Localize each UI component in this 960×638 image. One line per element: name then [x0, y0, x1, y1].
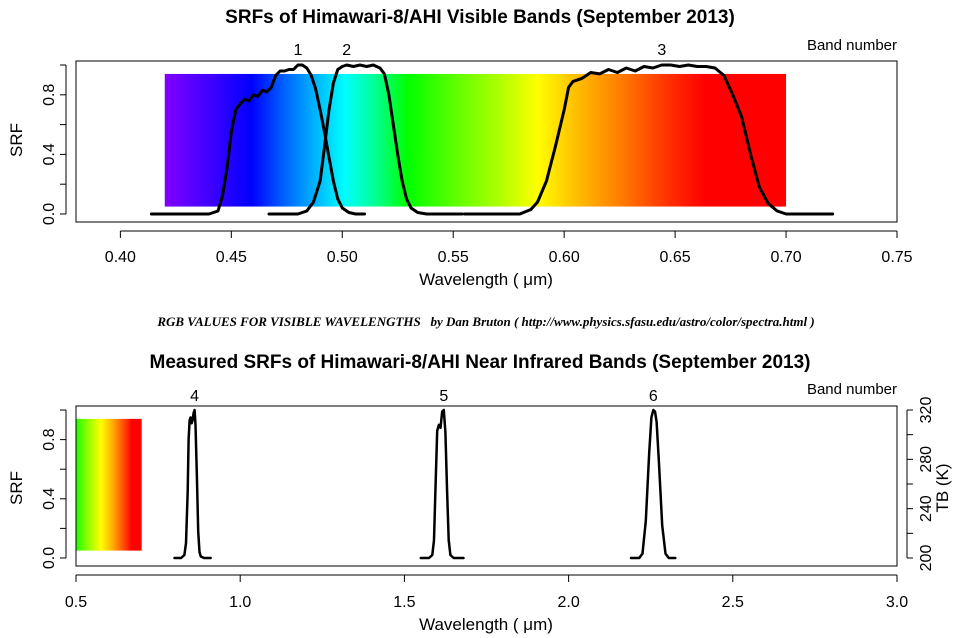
y2-axis-label: TB (K)	[933, 463, 952, 512]
y2-tick-label: 240	[918, 495, 935, 522]
x-tick-label: 0.45	[216, 249, 247, 266]
srf-curve-band-4	[173, 408, 212, 560]
x-tick-label: 1.5	[393, 594, 415, 611]
x-tick-label: 0.65	[660, 249, 691, 266]
x-tick-label: 2.5	[722, 594, 744, 611]
y2-tick-label: 280	[918, 446, 935, 473]
y-tick-label: 0.8	[41, 84, 58, 106]
chart-title: SRFs of Himawari-8/AHI Visible Bands (Se…	[225, 7, 735, 28]
visible-spectrum-band	[76, 418, 142, 551]
x-tick-label: 2.0	[557, 594, 579, 611]
x-tick-label: 0.70	[770, 249, 801, 266]
x-tick-label: 1.0	[229, 594, 251, 611]
srf-curve-band-1	[149, 63, 366, 216]
band-label: 4	[190, 388, 199, 405]
y-tick-label: 0.4	[41, 143, 58, 165]
x-tick-label: 0.75	[881, 249, 912, 266]
x-axis: 0.40 0.45 0.50 0.55 0.60 0.65 0.70 0.75	[105, 230, 913, 266]
x-tick-label: 0.40	[105, 249, 136, 266]
plot-area-border	[75, 405, 898, 567]
y-axis: 0.0 0.4 0.8	[41, 64, 67, 225]
y-tick-label: 0.4	[41, 488, 58, 510]
y-tick-label: 0.0	[41, 203, 58, 225]
band-number-label: Band number	[807, 381, 897, 398]
chart-title: Measured SRFs of Himawari-8/AHI Near Inf…	[150, 352, 811, 373]
visible-spectrum-band	[164, 73, 787, 207]
srf-curves: 1 2 3	[149, 42, 835, 216]
plot-area-border	[75, 60, 898, 223]
srf-curve-band-2	[267, 63, 464, 216]
band-label: 1	[293, 42, 302, 59]
x-axis-label: Wavelength ( μm)	[419, 270, 553, 289]
x-tick-label: 0.55	[438, 249, 469, 266]
y-tick-label: 0.8	[41, 428, 58, 450]
srf-curve-band-6	[629, 408, 677, 560]
y2-tick-label: 200	[918, 545, 935, 572]
srf-curve-band-5	[419, 408, 465, 560]
y-axis: 0.0 0.4 0.8	[41, 409, 67, 569]
near-infrared-bands-chart: Measured SRFs of Himawari-8/AHI Near Inf…	[7, 352, 952, 634]
srf-curves: 4 5 6	[173, 388, 677, 560]
x-axis-label: Wavelength ( μm)	[419, 615, 553, 634]
band-number-label: Band number	[807, 37, 897, 54]
y2-axis: 200 240 280 320	[906, 397, 935, 572]
band-label: 5	[439, 388, 448, 405]
credit-text: RGB VALUES FOR VISIBLE WAVELENGTHS by Da…	[156, 314, 814, 329]
x-tick-label: 3.0	[886, 594, 908, 611]
x-tick-label: 0.50	[327, 249, 358, 266]
x-tick-label: 0.60	[549, 249, 580, 266]
band-label: 3	[657, 42, 666, 59]
x-tick-label: 0.5	[65, 594, 87, 611]
y-axis-label: SRF	[7, 471, 26, 505]
srf-curve-band-3	[462, 63, 835, 216]
band-label: 6	[649, 388, 658, 405]
x-axis: 0.5 1.0 1.5 2.0 2.5 3.0	[65, 574, 908, 611]
band-label: 2	[342, 42, 351, 59]
y-axis-label: SRF	[7, 123, 26, 157]
y2-tick-label: 320	[918, 397, 935, 424]
visible-bands-chart: SRFs of Himawari-8/AHI Visible Bands (Se…	[7, 7, 913, 289]
y-tick-label: 0.0	[41, 547, 58, 569]
